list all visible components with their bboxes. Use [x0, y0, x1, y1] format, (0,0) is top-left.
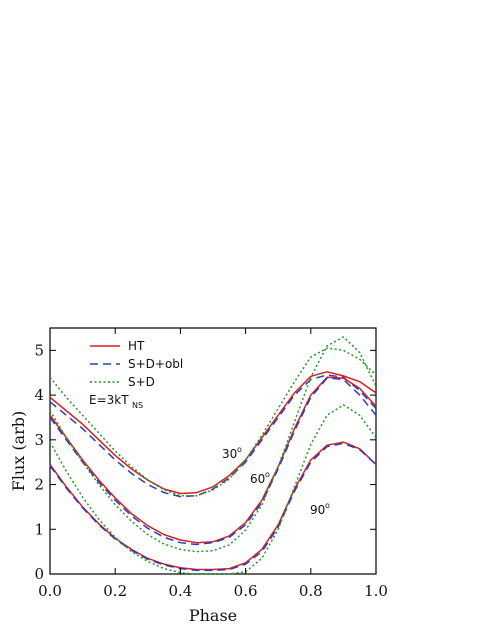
- angle-sup-30: o: [237, 445, 242, 454]
- angle-annotation-90: 90 o: [310, 501, 330, 517]
- y-tick-label: 5: [34, 341, 44, 359]
- angle-annotation-30: 30 o: [222, 445, 242, 461]
- x-tick-label: 0.8: [299, 582, 323, 600]
- legend-label-sd: S+D: [128, 375, 155, 389]
- y-tick-label: 4: [34, 386, 44, 404]
- x-tick-label: 1.0: [364, 582, 388, 600]
- series-line-30deg-ht: [49, 371, 377, 495]
- legend-label-ht: HT: [128, 339, 145, 353]
- y-tick-label: 1: [34, 520, 44, 538]
- angle-sup-90: o: [325, 501, 330, 510]
- series-line-30deg-s-d: [49, 347, 377, 497]
- x-axis-title: Phase: [189, 606, 237, 625]
- series-line-90deg-s-d-obl: [49, 442, 377, 572]
- angle-sup-60: o: [265, 470, 270, 479]
- y-axis-title: Flux (arb): [9, 411, 28, 492]
- ticks-layer: 0.0 0.2 0.4 0.6 0.8 1.0 0 1 2 3 4 5: [34, 328, 388, 600]
- series-line-90deg-s-d: [49, 404, 377, 575]
- series-line-60deg-ht: [49, 376, 377, 544]
- angle-label-60: 60: [250, 472, 265, 486]
- energy-note: E=3kT: [89, 393, 129, 407]
- x-tick-label: 0.0: [38, 582, 62, 600]
- y-tick-label: 2: [34, 476, 44, 494]
- x-tick-label: 0.4: [168, 582, 192, 600]
- curves-layer: [49, 336, 377, 575]
- angle-label-30: 30: [222, 447, 237, 461]
- y-tick-label: 0: [34, 565, 44, 583]
- x-tick-label: 0.2: [103, 582, 127, 600]
- angle-label-90: 90: [310, 503, 325, 517]
- energy-note-subscript: NS: [132, 401, 143, 410]
- angle-annotation-60: 60 o: [250, 470, 270, 486]
- plot-frame: [49, 327, 377, 575]
- legend: HT S+D+obl S+D E=3kT NS: [89, 339, 183, 410]
- legend-label-sdobl: S+D+obl: [128, 357, 183, 371]
- x-tick-label: 0.6: [234, 582, 258, 600]
- y-tick-label: 3: [34, 431, 44, 449]
